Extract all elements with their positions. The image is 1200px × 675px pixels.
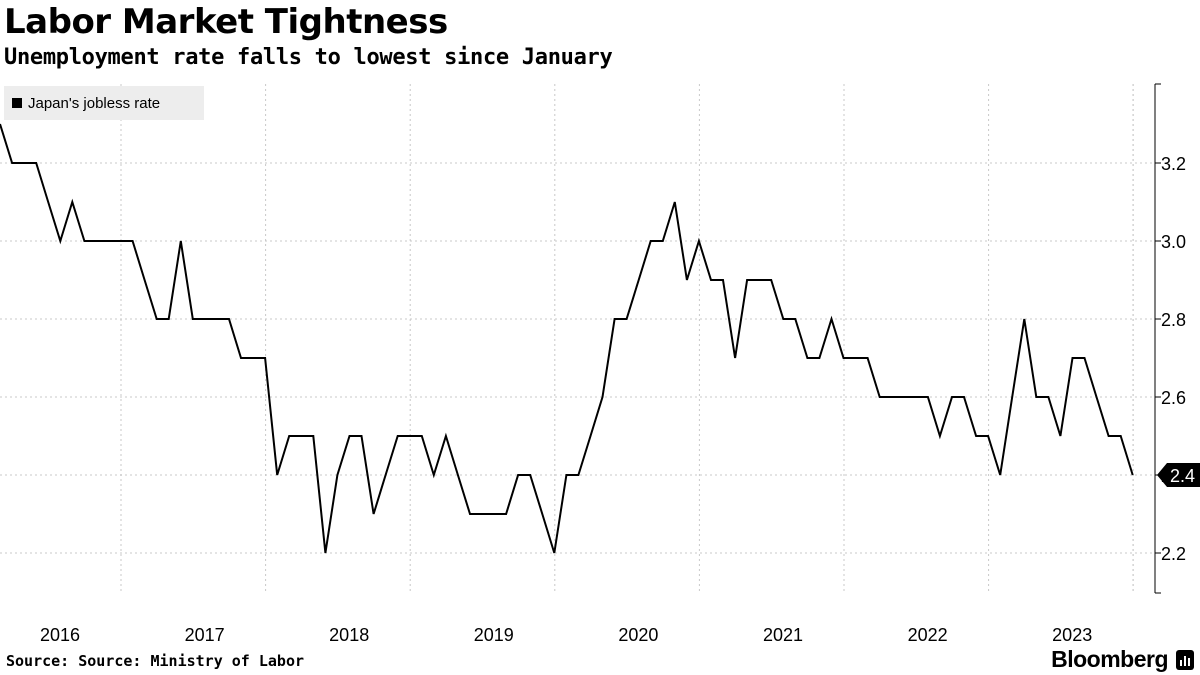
x-tick-label: 2020 [618,625,658,645]
series-layer [0,123,1134,554]
legend-swatch [12,98,22,108]
x-tick-label: 2019 [474,625,514,645]
y-tick-label: 2.8 [1161,310,1186,330]
last-value-marker: 2.4 [1157,463,1200,487]
series-line [0,123,1134,554]
last-value-badge [1157,463,1200,487]
last-value-label: 2.4 [1170,466,1195,486]
y-tick-label: 2.2 [1161,544,1186,564]
source-note: Source: Source: Ministry of Labor [6,652,305,670]
y-tick-label: 2.6 [1161,388,1186,408]
chart-title: Labor Market Tightness [4,2,448,42]
gridlines [0,84,1155,593]
y-tick-label: 3.2 [1161,154,1186,174]
x-tick-label: 2022 [908,625,948,645]
x-tick-label: 2017 [185,625,225,645]
x-tick-label: 2021 [763,625,803,645]
x-tick-label: 2016 [40,625,80,645]
x-axis: 2016 2017 2018 2019 2020 2021 2022 2023 [40,625,1092,645]
y-axis: 2.22.42.62.83.03.2 [1154,83,1186,594]
y-tick-label: 3.0 [1161,232,1186,252]
legend: Japan's jobless rate [4,86,204,120]
x-tick-label: 2023 [1052,625,1092,645]
legend-label: Japan's jobless rate [28,94,161,112]
bloomberg-logo: Bloomberg [1051,646,1168,672]
x-tick-label: 2018 [329,625,369,645]
chart-subtitle: Unemployment rate falls to lowest since … [4,45,613,70]
bloomberg-terminal-icon [1176,650,1194,670]
